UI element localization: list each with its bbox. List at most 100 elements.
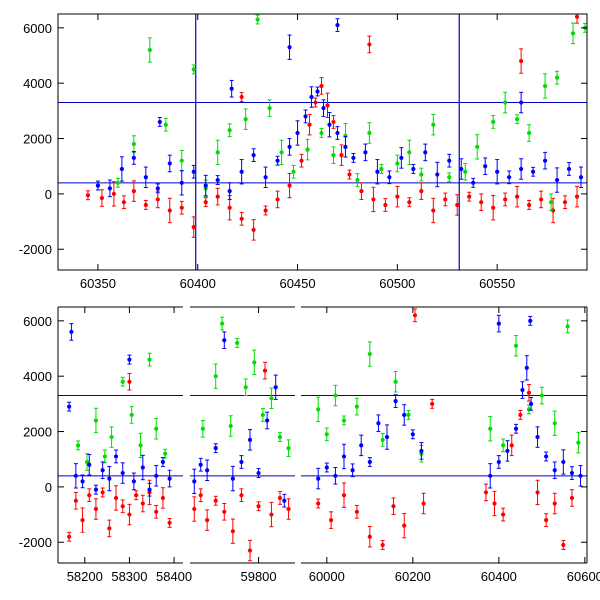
data-point <box>87 488 92 503</box>
data-point <box>205 459 210 482</box>
data-point <box>496 314 501 333</box>
data-point <box>140 494 145 513</box>
data-point <box>120 462 125 484</box>
data-point <box>566 162 572 176</box>
data-point <box>341 415 347 426</box>
data-point <box>143 166 148 189</box>
data-point <box>544 451 549 462</box>
data-point <box>488 463 493 489</box>
data-point <box>80 507 85 533</box>
data-point <box>203 197 208 208</box>
data-point <box>269 501 274 528</box>
data-point <box>561 540 566 550</box>
data-point <box>265 411 270 430</box>
data-point <box>147 352 152 367</box>
data-point <box>140 454 145 481</box>
data-point <box>331 115 336 129</box>
data-point <box>447 172 452 183</box>
data-point <box>154 465 159 487</box>
data-point <box>115 177 120 188</box>
data-point <box>339 144 344 166</box>
data-point <box>324 427 329 442</box>
data-point <box>287 138 292 156</box>
data-point <box>87 454 92 476</box>
data-point <box>127 503 132 526</box>
data-point <box>371 186 376 213</box>
data-point <box>198 457 203 472</box>
data-point <box>329 511 334 529</box>
data-point <box>227 123 232 138</box>
data-point <box>471 177 476 188</box>
bottom-segment-3 <box>301 308 587 550</box>
data-point <box>239 488 244 503</box>
data-point <box>359 434 364 457</box>
data-point <box>527 200 532 210</box>
data-point <box>203 174 208 197</box>
data-point <box>260 408 265 422</box>
data-point <box>347 169 352 180</box>
data-point <box>286 498 291 520</box>
data-point <box>447 153 452 168</box>
data-point <box>167 469 172 488</box>
data-point <box>167 154 172 173</box>
data-point <box>287 172 292 199</box>
y-tick-label: 0 <box>45 480 52 495</box>
data-point <box>109 426 114 448</box>
data-point <box>376 414 381 433</box>
data-point <box>111 181 116 207</box>
data-point <box>157 117 162 127</box>
data-point <box>69 323 74 341</box>
x-tick-label: 60000 <box>309 569 345 584</box>
data-point <box>230 518 235 544</box>
data-point <box>419 167 424 182</box>
top-frame <box>57 13 588 271</box>
data-point <box>359 182 364 200</box>
data-point <box>315 86 320 97</box>
data-point <box>379 164 384 174</box>
y-tick-label: 2000 <box>23 132 52 147</box>
data-point <box>291 164 296 179</box>
data-point <box>129 406 134 424</box>
data-point <box>295 120 300 146</box>
data-point <box>391 497 396 516</box>
data-point <box>147 37 152 63</box>
data-point <box>154 504 159 519</box>
y-tick-label: 2000 <box>23 425 52 440</box>
data-point <box>95 180 101 191</box>
data-point <box>167 517 172 528</box>
data-point <box>155 183 160 194</box>
data-point <box>509 434 514 457</box>
data-point <box>569 466 575 480</box>
data-point <box>518 410 523 420</box>
data-point <box>554 167 560 193</box>
data-point <box>443 192 448 207</box>
data-point <box>463 162 468 181</box>
data-point <box>479 193 484 211</box>
data-point <box>239 159 244 185</box>
data-point <box>179 149 184 172</box>
data-point <box>262 361 268 380</box>
data-point <box>93 498 99 520</box>
data-point <box>528 396 534 411</box>
data-point <box>107 519 112 538</box>
data-point <box>239 92 244 102</box>
data-point <box>367 341 372 367</box>
data-point <box>279 139 284 166</box>
data-point <box>120 499 125 514</box>
data-point <box>515 114 520 125</box>
data-point <box>192 496 197 522</box>
data-point <box>228 415 233 437</box>
data-point <box>127 372 132 391</box>
data-point <box>243 378 248 397</box>
data-point <box>341 443 347 470</box>
data-point <box>367 457 372 467</box>
x-tick-label: 60400 <box>481 569 517 584</box>
data-point <box>213 495 218 506</box>
data-point <box>229 79 234 98</box>
data-point <box>131 135 136 153</box>
data-point <box>562 195 568 210</box>
data-point <box>160 457 166 467</box>
data-point <box>539 386 544 405</box>
data-point <box>147 482 152 497</box>
data-point <box>524 355 529 381</box>
